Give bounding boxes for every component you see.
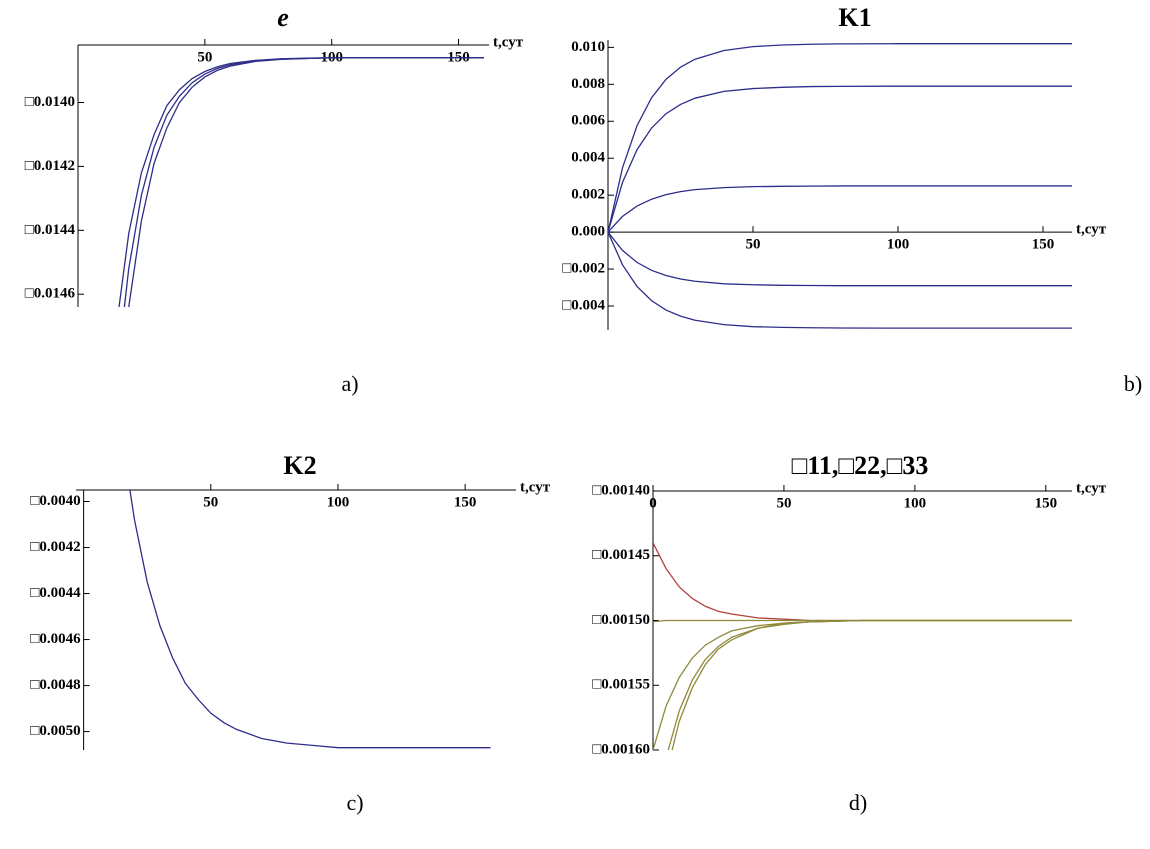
x-axis-label: t,сут bbox=[520, 479, 551, 495]
y-tick-label: □0.0142 bbox=[25, 158, 75, 174]
chart: K2 c) t,сут 50 100 150 □0.0040 □0.0042 □0.0044 □0… bbox=[30, 451, 551, 815]
x-tick-label: 150 bbox=[1035, 495, 1058, 511]
x-tick-label: 50 bbox=[746, 237, 761, 253]
data-line bbox=[118, 57, 484, 307]
y-tick-label: □0.0140 bbox=[25, 94, 75, 110]
y-tick-label: □0.0040 bbox=[30, 493, 80, 509]
y-tick-label: □0.0146 bbox=[25, 286, 76, 302]
x-tick-label: 0 bbox=[649, 495, 657, 511]
y-tick-label: 0.010 bbox=[571, 39, 605, 55]
y-tick-label: □0.0144 bbox=[25, 222, 76, 238]
y-tick-label: □0.0046 bbox=[30, 631, 81, 647]
y-tick-label: 0.000 bbox=[571, 224, 605, 240]
data-line bbox=[653, 542, 1072, 622]
y-tick-label: 0.006 bbox=[571, 113, 605, 129]
chart: K1 b) t,сут 50 100 150 0.010 0.008 0.006 0.004 0.0… bbox=[562, 3, 1142, 396]
y-tick-label: □0.00140 bbox=[592, 482, 650, 498]
data-line bbox=[128, 57, 484, 307]
plot-area bbox=[129, 490, 491, 749]
data-line bbox=[123, 57, 484, 307]
chart: □11,□22,□33 d) t,сут 0 50 100 150 □0.00140 □0.00… bbox=[592, 451, 1107, 815]
data-line bbox=[671, 619, 1072, 750]
x-axis-label: t,сут bbox=[1076, 222, 1107, 238]
caption: c) bbox=[346, 790, 363, 815]
y-tick-label: □0.00150 bbox=[592, 612, 650, 628]
x-tick-label: 150 bbox=[1032, 237, 1055, 253]
x-tick-label: 50 bbox=[197, 49, 212, 65]
y-tick-label: □0.0044 bbox=[30, 585, 81, 601]
y-tick-label: □0.0048 bbox=[30, 677, 80, 693]
chart-title: e bbox=[277, 3, 289, 32]
y-tick-label: □0.002 bbox=[562, 260, 605, 276]
y-tick-label: □0.00145 bbox=[592, 547, 650, 563]
y-tick-label: □0.004 bbox=[562, 297, 605, 313]
y-tick-label: 0.002 bbox=[571, 187, 605, 203]
x-tick-label: 100 bbox=[904, 495, 927, 511]
plot-area bbox=[608, 43, 1072, 329]
plot-area bbox=[118, 57, 484, 307]
data-line bbox=[608, 185, 1072, 233]
data-line bbox=[653, 619, 1072, 750]
x-tick-label: 50 bbox=[203, 494, 218, 510]
chart-title: K1 bbox=[838, 3, 871, 32]
chart-title: □11,□22,□33 bbox=[792, 451, 929, 480]
x-tick-label: 50 bbox=[776, 495, 791, 511]
x-axis-label: t,сут bbox=[493, 34, 524, 50]
y-tick-label: □0.0042 bbox=[30, 539, 80, 555]
plot-area bbox=[653, 542, 1072, 750]
y-tick-label: 0.004 bbox=[571, 150, 605, 166]
data-line bbox=[129, 490, 491, 749]
caption: d) bbox=[849, 790, 867, 815]
x-tick-label: 100 bbox=[887, 237, 910, 253]
y-tick-label: 0.008 bbox=[571, 76, 605, 92]
data-line bbox=[608, 85, 1072, 233]
x-tick-label: 150 bbox=[454, 494, 477, 510]
data-line bbox=[608, 231, 1072, 287]
y-tick-label: □0.00160 bbox=[592, 741, 650, 757]
chart-title: K2 bbox=[283, 451, 316, 480]
x-tick-label: 100 bbox=[327, 494, 350, 510]
caption: a) bbox=[341, 371, 358, 396]
data-line bbox=[608, 231, 1072, 329]
data-line bbox=[608, 43, 1072, 233]
x-axis-label: t,сут bbox=[1076, 480, 1107, 496]
caption: b) bbox=[1124, 371, 1142, 396]
y-tick-label: □0.00155 bbox=[592, 677, 650, 693]
y-tick-label: □0.0050 bbox=[30, 723, 80, 739]
